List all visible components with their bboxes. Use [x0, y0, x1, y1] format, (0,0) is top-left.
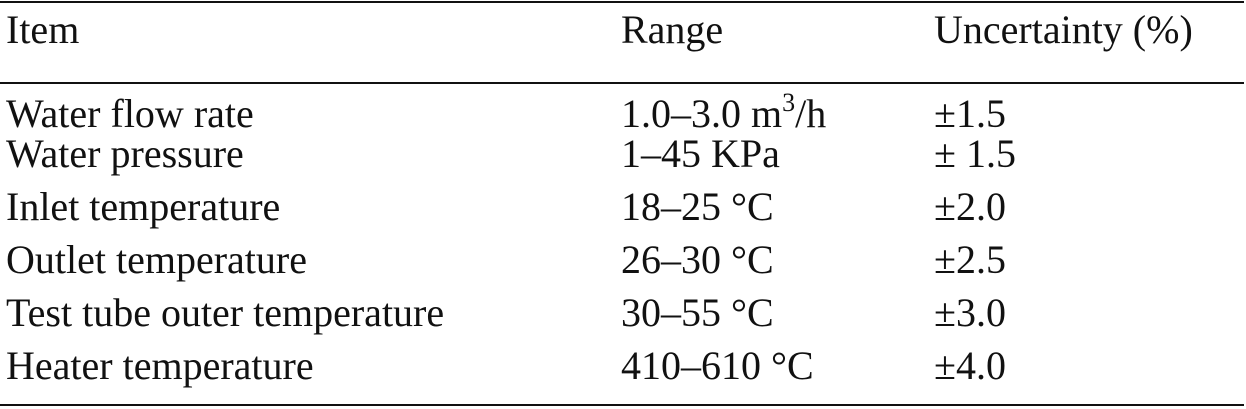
- cell-range-superscript: 3: [782, 88, 796, 117]
- cell-uncertainty: ±3.0: [934, 290, 1006, 335]
- header-range: Range: [621, 7, 724, 52]
- cell-range: 410–610 °C: [621, 343, 814, 388]
- cell-range-base: 1.0–3.0 m: [621, 91, 783, 136]
- cell-item: Water pressure: [6, 131, 244, 176]
- cell-uncertainty: ±4.0: [934, 343, 1006, 388]
- header-uncertainty: Uncertainty (%): [934, 7, 1193, 52]
- table-row: Outlet temperature 26–30 °C ±2.5: [0, 240, 1244, 293]
- table-row: Test tube outer temperature 30–55 °C ±3.…: [0, 293, 1244, 346]
- table-row: Inlet temperature 18–25 °C ±2.0: [0, 187, 1244, 240]
- cell-range: 1–45 KPa: [621, 131, 780, 176]
- table-row: Water pressure 1–45 KPa ± 1.5: [0, 134, 1244, 187]
- cell-uncertainty: ±1.5: [934, 91, 1006, 136]
- cell-range: 18–25 °C: [621, 184, 774, 229]
- cell-uncertainty: ±2.0: [934, 184, 1006, 229]
- cell-item: Heater temperature: [6, 343, 314, 388]
- table-row: Heater temperature 410–610 °C ±4.0: [0, 346, 1244, 399]
- table-bottom-rule: [0, 404, 1244, 406]
- cell-item: Test tube outer temperature: [6, 290, 445, 335]
- table-row: Water flow rate 1.0–3.0 m3/h ±1.5: [0, 80, 1244, 134]
- cell-range: 26–30 °C: [621, 237, 774, 282]
- cell-item: Water flow rate: [6, 91, 254, 136]
- table-header-rule: [0, 82, 1244, 84]
- cell-range: 1.0–3.0 m3/h: [621, 80, 934, 134]
- table-top-rule: [0, 1, 1244, 3]
- data-table: Item Range Uncertainty (%) Water flow ra…: [0, 0, 1244, 399]
- cell-item: Inlet temperature: [6, 184, 281, 229]
- cell-range: 30–55 °C: [621, 290, 774, 335]
- cell-uncertainty: ± 1.5: [934, 131, 1016, 176]
- header-item: Item: [6, 7, 80, 52]
- cell-item: Outlet temperature: [6, 237, 307, 282]
- cell-uncertainty: ±2.5: [934, 237, 1006, 282]
- cell-range-suffix: /h: [795, 91, 827, 136]
- table-header-row: Item Range Uncertainty (%): [0, 0, 1244, 80]
